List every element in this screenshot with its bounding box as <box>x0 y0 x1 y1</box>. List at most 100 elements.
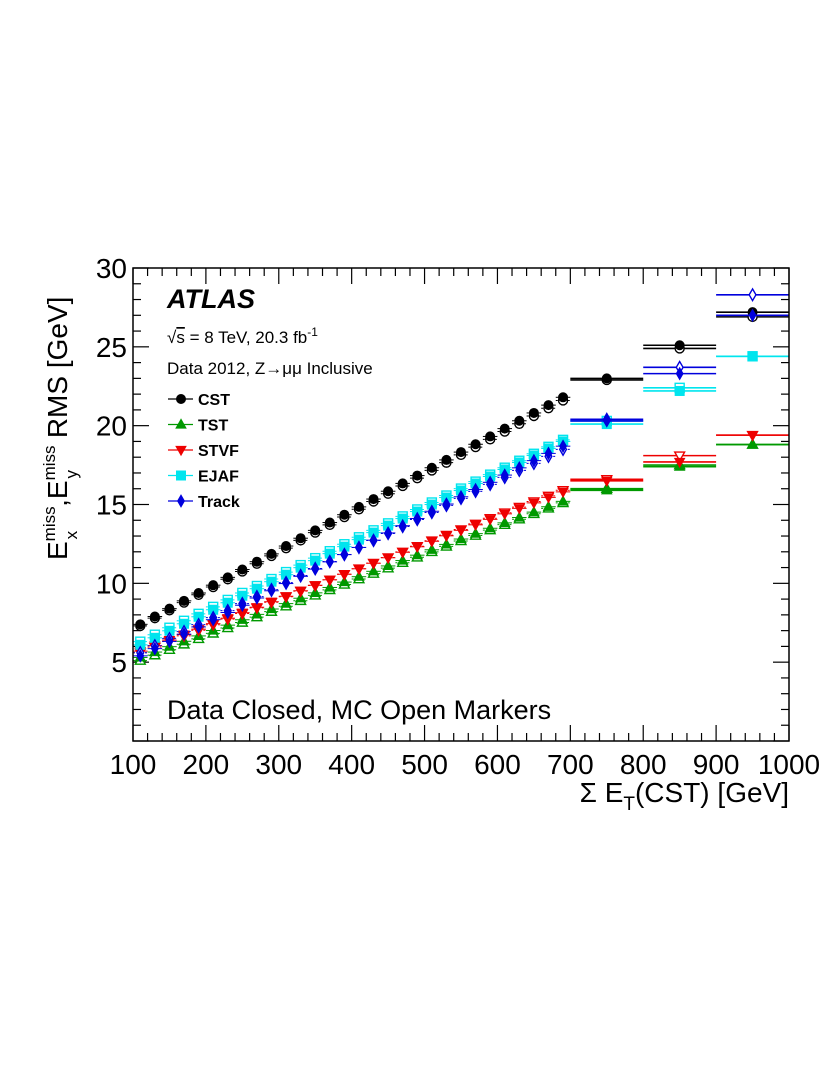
data-point <box>543 400 554 411</box>
data-point <box>369 533 378 548</box>
x-axis-title-sub: T <box>623 794 635 815</box>
data-point <box>396 548 409 559</box>
data-point <box>323 575 336 586</box>
y-tick-label: 25 <box>96 332 127 363</box>
data-point <box>368 494 379 505</box>
x-tick-label: 1000 <box>758 749 820 780</box>
data-point <box>382 553 394 564</box>
legend-label: TST <box>198 418 228 435</box>
data-point <box>323 581 336 592</box>
data-point <box>485 431 496 442</box>
data-point <box>557 495 569 506</box>
legend-item-cst: CST <box>168 392 230 409</box>
data-point <box>265 597 278 608</box>
data-wide-point <box>674 340 685 351</box>
x-tick-label: 700 <box>547 749 594 780</box>
data-point <box>558 392 569 403</box>
legend-label: STVF <box>198 443 239 460</box>
data-point <box>515 461 524 475</box>
x-tick-label: 400 <box>328 749 375 780</box>
x-tick-label: 900 <box>693 749 740 780</box>
y-axis-title-sup1: miss <box>40 506 59 541</box>
data-point <box>209 612 218 627</box>
data-point <box>164 603 175 614</box>
series-stvf <box>133 430 789 660</box>
series-cst <box>133 307 789 632</box>
legend-item-track: Track <box>168 494 240 511</box>
data-point <box>367 559 380 570</box>
data-point <box>324 517 335 528</box>
data-point <box>136 649 145 663</box>
legend-marker <box>176 394 186 404</box>
data-point <box>426 543 438 554</box>
mc-wide-point <box>748 287 757 303</box>
data-point <box>223 605 232 620</box>
data-point <box>471 482 480 497</box>
data-point <box>500 468 509 482</box>
data-point <box>353 501 364 512</box>
legend-label: EJAF <box>198 469 239 486</box>
data-point <box>383 486 394 497</box>
data-point <box>484 515 496 526</box>
data-point <box>426 537 438 548</box>
data-point <box>165 634 174 649</box>
x-tick-label: 200 <box>183 749 230 780</box>
data-point <box>484 522 496 533</box>
data-point <box>237 564 248 575</box>
x-tick-label: 300 <box>255 749 302 780</box>
data-point <box>280 592 292 603</box>
data-point <box>559 439 567 454</box>
data-point <box>296 569 305 584</box>
data-point <box>397 478 408 489</box>
data-point <box>498 516 511 527</box>
data-wide-point <box>601 373 612 384</box>
data-point <box>498 509 511 521</box>
sqrt-s: s <box>176 328 185 347</box>
data-point <box>440 538 453 549</box>
data-point <box>353 564 365 575</box>
data-wide-point <box>746 431 759 442</box>
data-point <box>382 559 394 571</box>
data-point <box>193 588 204 599</box>
data-point <box>150 641 159 656</box>
data-point <box>426 462 437 473</box>
data-point <box>384 526 393 540</box>
data-wide-point <box>600 476 613 488</box>
data-point <box>266 548 277 559</box>
series-track <box>133 287 789 663</box>
data-point <box>282 576 291 591</box>
x-tick-label: 100 <box>110 749 157 780</box>
y-axis-title-e1: E <box>42 541 73 560</box>
y-axis-title-sub2: y <box>62 469 81 478</box>
data-point <box>427 504 436 519</box>
data-point <box>309 581 322 592</box>
data-wide-point <box>748 308 757 323</box>
data-point <box>267 583 276 598</box>
data-point <box>513 511 526 522</box>
plot-frame <box>132 267 790 742</box>
data-point <box>557 487 569 499</box>
data-point <box>367 565 380 576</box>
data-point <box>194 620 203 634</box>
data-point <box>338 570 351 581</box>
data-point <box>338 575 351 587</box>
data-point <box>413 511 422 526</box>
y-tick-label: 20 <box>96 411 127 442</box>
data-point <box>542 493 555 504</box>
data-point <box>411 548 424 560</box>
marker-note: Data Closed, MC Open Markers <box>167 695 551 725</box>
y-tick-label: 30 <box>96 253 127 284</box>
legend-item-ejaf: EJAF <box>168 469 239 486</box>
data-point <box>398 518 407 533</box>
data-point <box>469 527 482 538</box>
data-point <box>440 531 453 543</box>
legend-item-stvf: STVF <box>168 443 239 460</box>
data-point <box>528 407 539 418</box>
data-point <box>469 520 482 532</box>
data-point <box>135 619 146 630</box>
x-axis-title: Σ ET(CST) [GeV] <box>580 777 789 815</box>
data-point <box>486 475 495 490</box>
data-wide-point <box>747 351 758 362</box>
data-point <box>222 572 233 583</box>
data-point <box>325 555 334 569</box>
